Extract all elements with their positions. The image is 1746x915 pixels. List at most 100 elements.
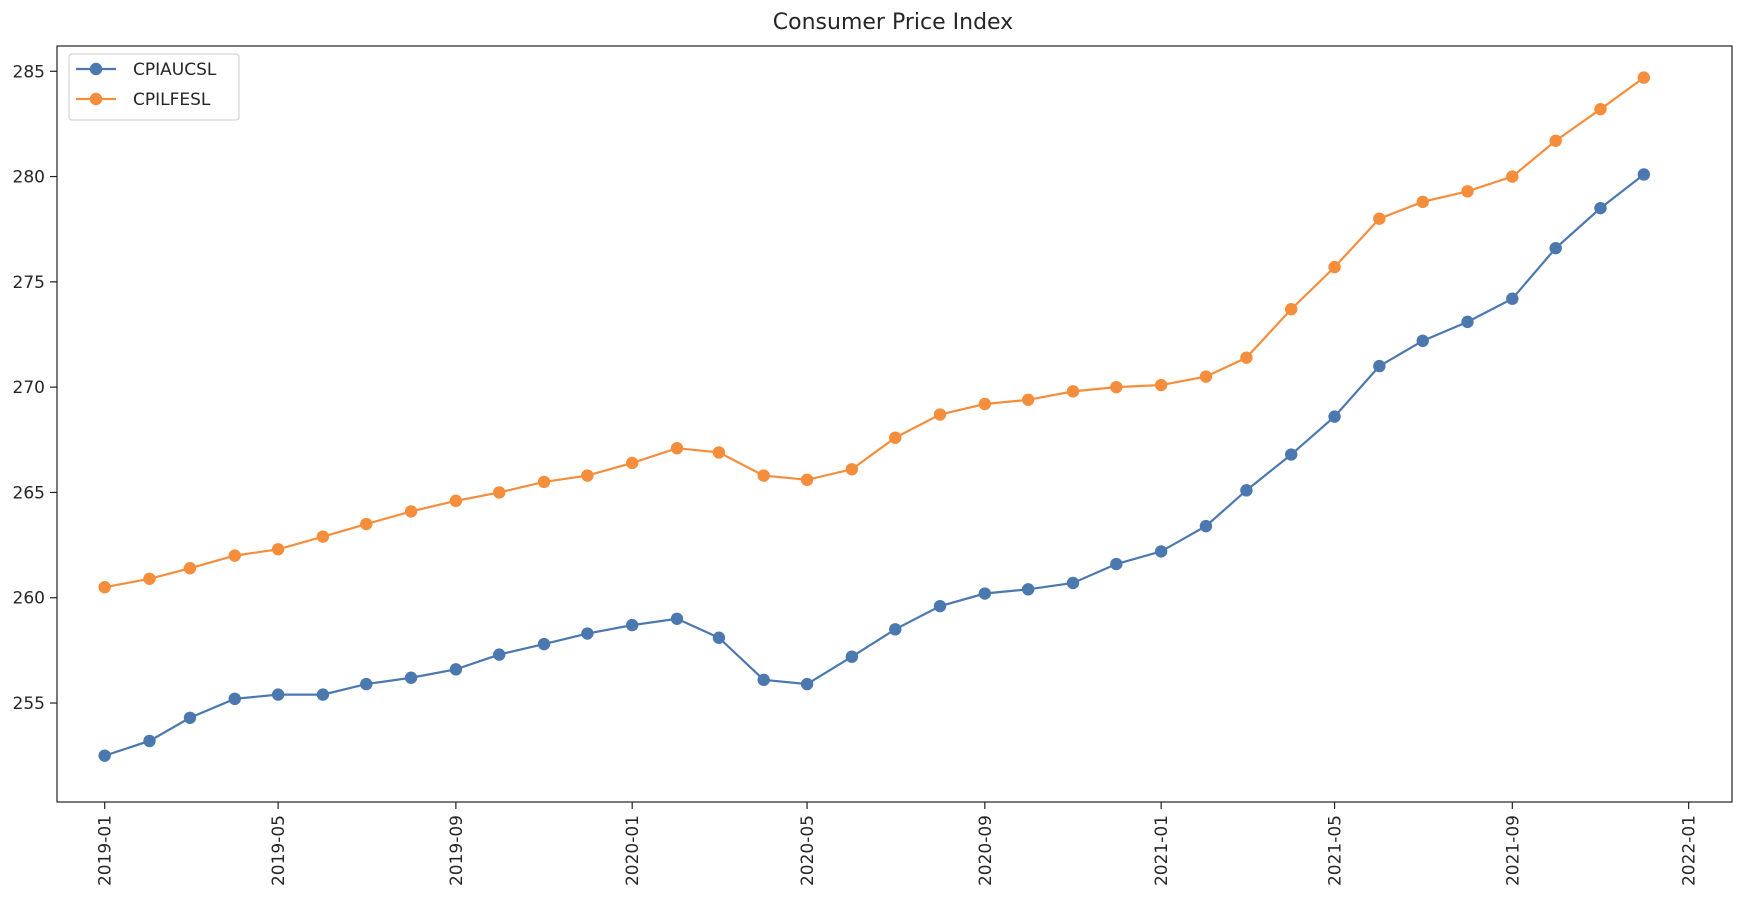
data-point	[1067, 385, 1079, 397]
data-point	[1638, 71, 1650, 83]
x-tick-label: 2022-01	[1680, 815, 1700, 886]
data-point	[360, 518, 372, 530]
data-point	[801, 678, 813, 690]
data-point	[1417, 335, 1429, 347]
data-point	[450, 495, 462, 507]
data-point	[184, 562, 196, 574]
data-point	[1506, 293, 1518, 305]
axes: 255 260 265 270 275 280 285 2019-01 2019-05 2019-…	[13, 46, 1732, 886]
series-line	[105, 174, 1644, 755]
series-line	[105, 78, 1644, 588]
data-point	[1240, 484, 1252, 496]
data-point	[1549, 135, 1561, 147]
data-point	[758, 674, 770, 686]
chart-title: Consumer Price Index	[773, 10, 1013, 35]
data-point	[979, 398, 991, 410]
data-point	[626, 619, 638, 631]
data-point	[1594, 103, 1606, 115]
data-point	[1328, 410, 1340, 422]
data-point	[98, 749, 110, 761]
x-tick-label: 2021-09	[1503, 815, 1523, 886]
data-point	[360, 678, 372, 690]
x-tick-label: 2019-05	[269, 815, 289, 886]
y-tick-label: 280	[13, 168, 45, 188]
data-point	[846, 650, 858, 662]
x-tick-label: 2021-05	[1326, 815, 1346, 886]
data-point	[229, 549, 241, 561]
data-point	[671, 613, 683, 625]
data-point	[1506, 170, 1518, 182]
data-point	[1594, 202, 1606, 214]
y-tick-label: 255	[13, 694, 45, 714]
data-point	[184, 712, 196, 724]
data-point	[1461, 185, 1473, 197]
x-tick-label: 2020-05	[798, 815, 818, 886]
data-point	[1373, 212, 1385, 224]
data-point	[272, 543, 284, 555]
data-point	[846, 463, 858, 475]
data-point	[317, 688, 329, 700]
legend-label: CPIAUCSL	[133, 60, 217, 80]
data-point	[493, 486, 505, 498]
data-point	[1240, 351, 1252, 363]
data-point	[934, 600, 946, 612]
data-point	[889, 431, 901, 443]
x-tick-label: 2020-09	[976, 815, 996, 886]
x-tick-label: 2019-01	[96, 815, 116, 886]
legend-label: CPILFESL	[133, 90, 211, 110]
x-tick-label: 2020-01	[623, 815, 643, 886]
data-point	[1417, 196, 1429, 208]
data-point	[1067, 577, 1079, 589]
data-point	[1285, 448, 1297, 460]
x-tick-label: 2021-01	[1152, 815, 1172, 886]
data-point	[713, 446, 725, 458]
data-point	[1638, 168, 1650, 180]
series-cpiaucsl	[98, 168, 1650, 762]
plot-frame	[57, 46, 1732, 802]
data-point	[1373, 360, 1385, 372]
legend-marker	[90, 93, 102, 105]
data-point	[626, 457, 638, 469]
data-point	[493, 648, 505, 660]
x-tick-label: 2019-09	[447, 815, 467, 886]
data-point	[1110, 558, 1122, 570]
data-point	[1549, 242, 1561, 254]
data-point	[713, 632, 725, 644]
data-point	[272, 688, 284, 700]
data-point	[801, 474, 813, 486]
data-point	[1285, 303, 1297, 315]
data-point	[979, 587, 991, 599]
data-point	[581, 627, 593, 639]
data-point	[317, 530, 329, 542]
data-point	[229, 693, 241, 705]
legend-marker	[90, 63, 102, 75]
data-point	[671, 442, 683, 454]
data-point	[1022, 394, 1034, 406]
data-point	[889, 623, 901, 635]
data-point	[98, 581, 110, 593]
data-point	[143, 735, 155, 747]
data-point	[1110, 381, 1122, 393]
legend: CPIAUCSL CPILFESL	[69, 54, 239, 120]
data-point	[538, 476, 550, 488]
data-point	[405, 672, 417, 684]
data-point	[1200, 370, 1212, 382]
data-point	[143, 573, 155, 585]
data-point	[1155, 379, 1167, 391]
y-tick-label: 265	[13, 483, 45, 503]
series-cpilfesl	[98, 71, 1650, 593]
data-point	[538, 638, 550, 650]
series-layer	[98, 71, 1650, 761]
data-point	[581, 469, 593, 481]
data-point	[1328, 261, 1340, 273]
y-tick-label: 275	[13, 273, 45, 293]
y-tick-label: 270	[13, 378, 45, 398]
data-point	[1022, 583, 1034, 595]
y-tick-label: 260	[13, 589, 45, 609]
data-point	[1461, 316, 1473, 328]
data-point	[405, 505, 417, 517]
data-point	[1155, 545, 1167, 557]
data-point	[1200, 520, 1212, 532]
